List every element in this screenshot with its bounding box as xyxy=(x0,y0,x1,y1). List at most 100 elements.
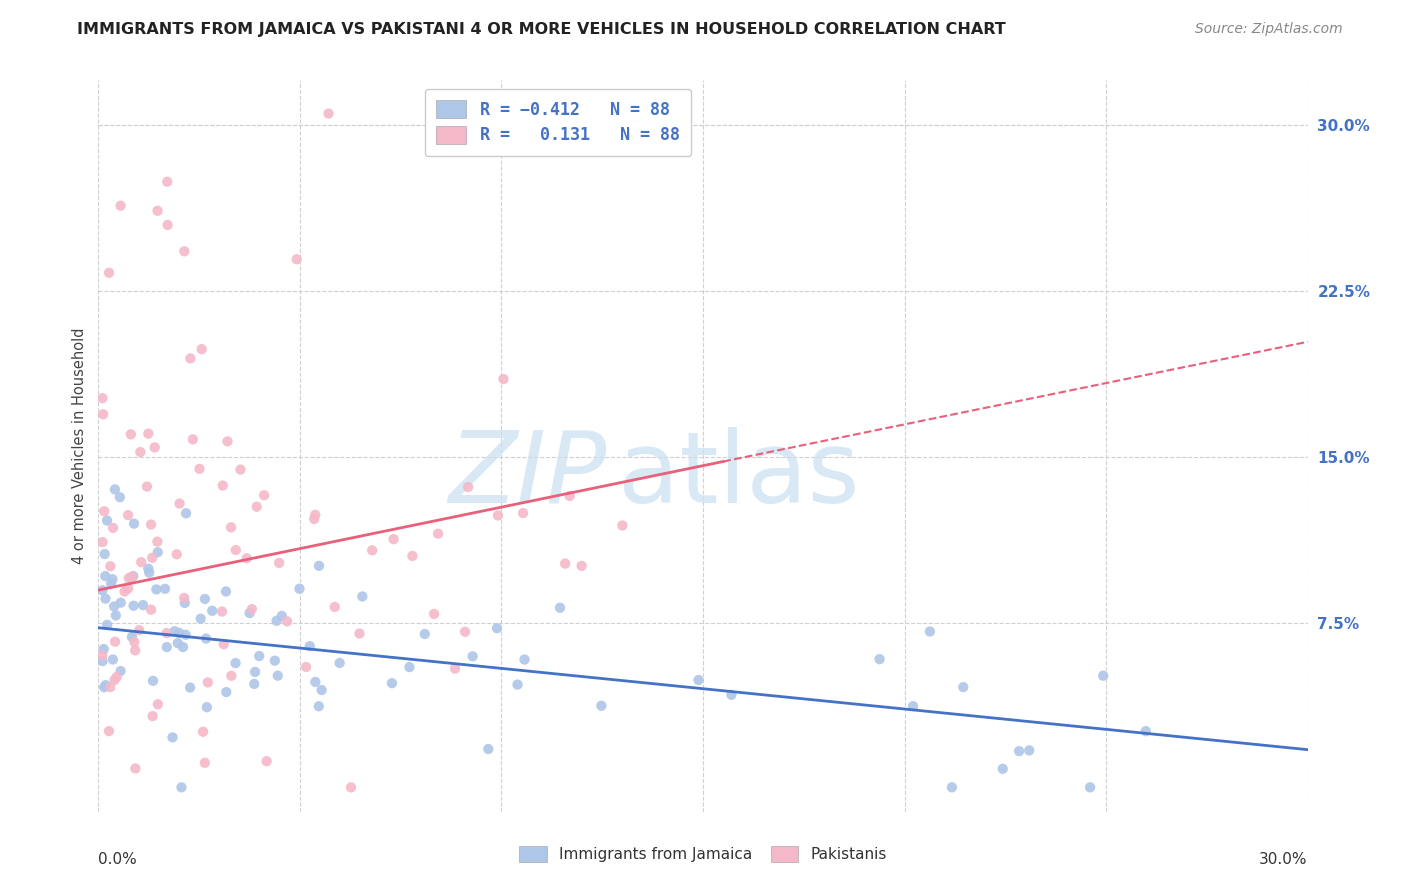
Point xyxy=(110,664,132,678)
Point xyxy=(146,203,169,218)
Point xyxy=(97,724,120,739)
Point xyxy=(288,582,311,596)
Point xyxy=(174,628,197,642)
Point xyxy=(225,656,247,670)
Point xyxy=(285,252,308,267)
Point xyxy=(173,596,195,610)
Point xyxy=(103,599,125,614)
Point xyxy=(591,698,613,713)
Point xyxy=(91,391,114,405)
Point xyxy=(98,680,121,694)
Point xyxy=(91,648,114,663)
Point xyxy=(120,427,142,442)
Point xyxy=(121,570,143,584)
Legend: Immigrants from Jamaica, Pakistanis: Immigrants from Jamaica, Pakistanis xyxy=(512,838,894,870)
Point xyxy=(139,517,162,532)
Point xyxy=(221,669,243,683)
Point xyxy=(143,441,166,455)
Point xyxy=(156,626,179,640)
Point xyxy=(1092,669,1115,683)
Point xyxy=(239,606,262,620)
Point xyxy=(121,630,143,644)
Point xyxy=(166,547,188,561)
Point xyxy=(100,576,122,591)
Point xyxy=(427,526,450,541)
Point xyxy=(720,688,742,702)
Point xyxy=(163,624,186,639)
Point xyxy=(114,584,136,599)
Point xyxy=(122,569,145,583)
Point xyxy=(117,582,139,596)
Point xyxy=(513,652,536,666)
Point xyxy=(145,582,167,597)
Point xyxy=(129,555,152,569)
Point xyxy=(211,478,233,492)
Point xyxy=(444,662,467,676)
Point xyxy=(1078,780,1101,795)
Point xyxy=(190,612,212,626)
Point xyxy=(308,699,330,714)
Point xyxy=(94,678,117,692)
Point xyxy=(122,599,145,613)
Point xyxy=(93,547,115,561)
Point xyxy=(105,670,128,684)
Point xyxy=(156,640,179,654)
Point xyxy=(457,480,479,494)
Point xyxy=(194,756,217,770)
Point xyxy=(142,673,165,688)
Point xyxy=(554,557,576,571)
Point xyxy=(132,598,155,612)
Point xyxy=(93,642,115,657)
Point xyxy=(243,665,266,679)
Point xyxy=(352,590,374,604)
Point xyxy=(169,626,191,640)
Point xyxy=(1018,743,1040,757)
Point xyxy=(308,558,330,573)
Point xyxy=(173,244,195,259)
Point xyxy=(215,685,238,699)
Point xyxy=(304,508,326,522)
Point xyxy=(197,675,219,690)
Point xyxy=(91,654,114,668)
Point xyxy=(146,545,169,559)
Text: atlas: atlas xyxy=(619,426,860,524)
Point xyxy=(869,652,891,666)
Point xyxy=(153,582,176,596)
Point xyxy=(146,534,169,549)
Point xyxy=(91,535,114,549)
Point xyxy=(398,660,420,674)
Point xyxy=(110,596,132,610)
Point xyxy=(247,648,270,663)
Point xyxy=(170,780,193,795)
Point xyxy=(129,445,152,459)
Point xyxy=(236,551,259,566)
Point xyxy=(571,558,593,573)
Point xyxy=(190,342,212,356)
Point xyxy=(991,762,1014,776)
Point xyxy=(212,637,235,651)
Point xyxy=(98,266,121,280)
Point xyxy=(381,676,404,690)
Point xyxy=(91,583,114,598)
Point xyxy=(124,635,146,649)
Point xyxy=(104,634,127,648)
Point xyxy=(246,500,269,514)
Point xyxy=(243,677,266,691)
Point xyxy=(548,600,571,615)
Point xyxy=(128,623,150,637)
Point xyxy=(169,497,191,511)
Point xyxy=(323,599,346,614)
Point xyxy=(492,372,515,386)
Point xyxy=(108,490,131,504)
Point xyxy=(295,660,318,674)
Point xyxy=(110,199,132,213)
Point xyxy=(104,608,127,623)
Point xyxy=(146,698,169,712)
Point xyxy=(253,488,276,502)
Text: 30.0%: 30.0% xyxy=(1260,852,1308,867)
Point xyxy=(156,175,179,189)
Text: Source: ZipAtlas.com: Source: ZipAtlas.com xyxy=(1195,22,1343,37)
Point xyxy=(173,591,195,605)
Point xyxy=(941,780,963,795)
Point xyxy=(195,700,218,714)
